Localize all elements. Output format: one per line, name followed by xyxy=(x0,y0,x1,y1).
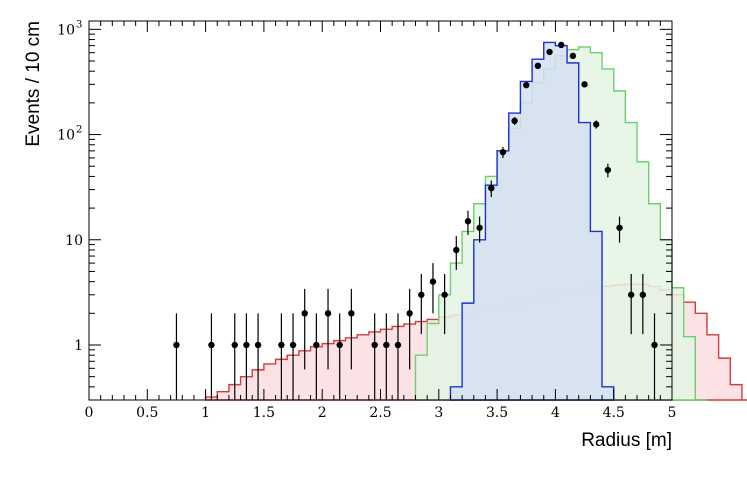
data-point xyxy=(278,341,285,349)
x-tick-label: 1 xyxy=(201,405,210,421)
data-point xyxy=(523,81,530,89)
data-point xyxy=(418,291,425,298)
data-point xyxy=(546,48,553,56)
data-point xyxy=(476,224,483,231)
data-point xyxy=(569,52,577,60)
y-tick-exponent: 2 xyxy=(76,125,82,136)
x-tick-label: 0 xyxy=(85,405,94,421)
y-tick-label: 10 xyxy=(65,233,83,249)
x-tick-label: 3.5 xyxy=(486,405,508,421)
data-point xyxy=(173,341,180,349)
x-tick-label: 0.5 xyxy=(136,405,158,421)
histogram-layer xyxy=(204,41,747,401)
data-point xyxy=(301,310,308,317)
x-tick-label: 4 xyxy=(551,405,560,421)
data-point xyxy=(558,41,565,49)
y-axis-title: Events / 10 cm xyxy=(23,21,44,147)
x-axis-title: Radius [m] xyxy=(581,430,672,451)
data-point xyxy=(429,278,437,285)
data-point xyxy=(593,121,600,128)
data-point xyxy=(441,291,448,298)
data-point xyxy=(464,218,472,225)
data-point xyxy=(243,341,250,349)
x-tick-label: 1.5 xyxy=(253,405,275,421)
data-point xyxy=(627,291,635,298)
data-point xyxy=(348,310,355,317)
data-point xyxy=(231,341,238,349)
data-point xyxy=(534,62,542,70)
data-point xyxy=(208,341,215,349)
x-tick-label: 3 xyxy=(434,405,443,421)
x-tick-label: 2.5 xyxy=(369,405,391,421)
data-point xyxy=(639,291,647,298)
x-tick-label: 5 xyxy=(668,405,677,421)
data-point xyxy=(581,81,588,88)
data-points-layer xyxy=(173,41,658,400)
y-tick-exponent: 3 xyxy=(76,19,82,30)
x-tick-labels: 0 0.5 1 1.5 2 2.5 3 3.5 4 4.5 5 xyxy=(85,405,677,421)
y-tick-label: 1 xyxy=(74,338,83,354)
data-point xyxy=(254,341,262,349)
x-tick-label: 4.5 xyxy=(603,405,625,421)
histogram-series-2 xyxy=(449,41,615,401)
data-point xyxy=(383,341,390,349)
data-point xyxy=(371,341,378,349)
data-point xyxy=(499,148,507,156)
data-point xyxy=(488,184,495,192)
x-tick-label: 2 xyxy=(318,405,327,421)
data-point xyxy=(289,341,297,349)
data-point xyxy=(324,310,332,317)
data-point xyxy=(453,246,460,254)
data-point xyxy=(406,310,413,317)
data-point xyxy=(394,341,402,349)
data-point xyxy=(336,341,343,349)
y-tick-label: 10 xyxy=(57,22,75,38)
data-point xyxy=(313,341,320,349)
data-point xyxy=(616,224,623,231)
axis-ticks-layer xyxy=(88,21,673,401)
y-tick-label: 10 xyxy=(57,128,75,144)
data-point xyxy=(511,117,518,125)
data-point xyxy=(604,166,612,174)
data-point xyxy=(651,341,658,349)
